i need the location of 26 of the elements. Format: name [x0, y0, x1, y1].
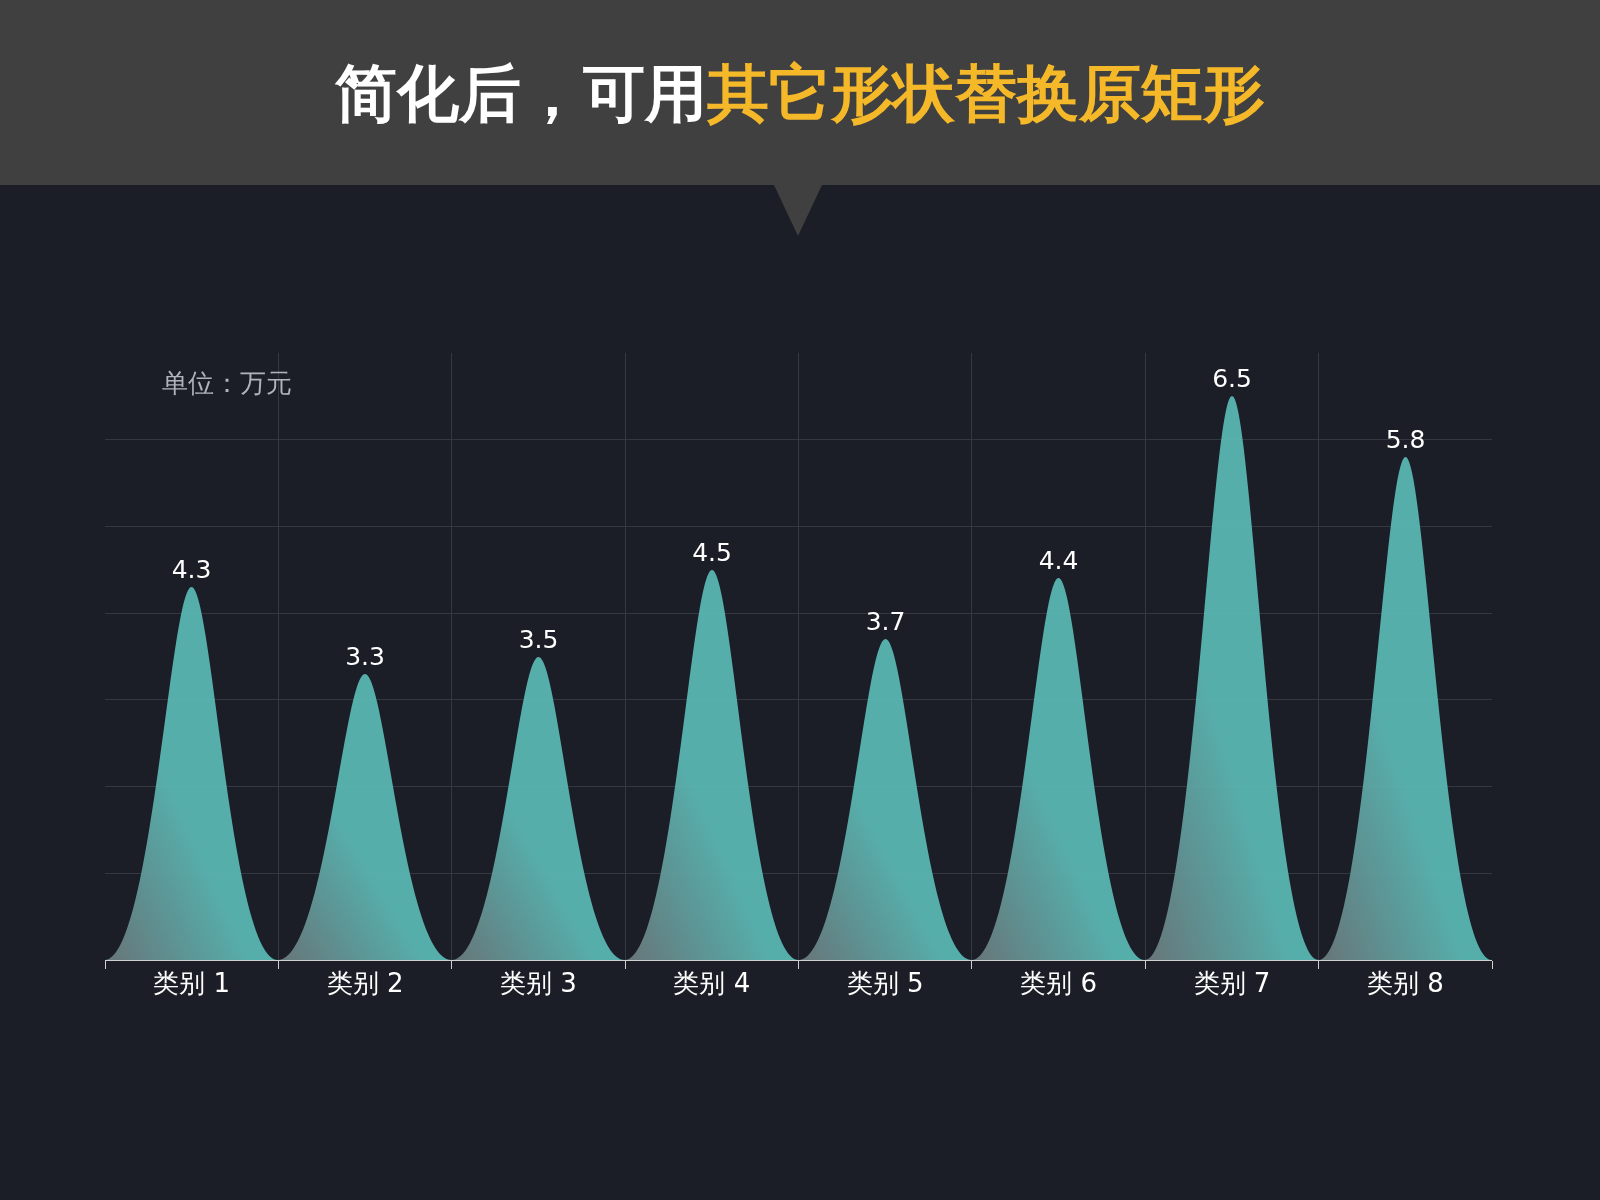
x-tick-label: 类别 4	[673, 968, 751, 999]
data-label: 3.5	[518, 625, 559, 654]
bar	[1145, 396, 1319, 960]
data-label: 4.5	[692, 538, 732, 567]
x-tick-label: 类别 3	[500, 968, 577, 999]
chart-title: 简化后，可用其它形状替换原矩形	[334, 57, 1265, 131]
data-label: 6.5	[1212, 364, 1252, 393]
bar	[625, 570, 799, 960]
data-label: 4.3	[171, 555, 212, 584]
bar	[452, 657, 625, 960]
data-label: 5.8	[1385, 425, 1426, 454]
bar	[105, 587, 278, 960]
data-label: 4.4	[1038, 546, 1079, 575]
x-tick-label: 类别 5	[846, 968, 924, 999]
x-tick-label: 类别 8	[1366, 968, 1444, 999]
x-tick-label: 类别 6	[1020, 968, 1097, 999]
bar	[972, 578, 1145, 960]
bar	[278, 674, 452, 960]
x-tick-label: 类别 1	[153, 968, 231, 999]
data-label: 3.3	[345, 642, 385, 671]
x-tick-label: 类别 2	[326, 968, 404, 999]
x-tick-label: 类别 7	[1193, 968, 1271, 999]
bar	[799, 639, 972, 960]
data-label: 3.7	[865, 607, 906, 636]
bar	[1319, 457, 1492, 960]
annotation: 单位：万元	[162, 368, 292, 398]
